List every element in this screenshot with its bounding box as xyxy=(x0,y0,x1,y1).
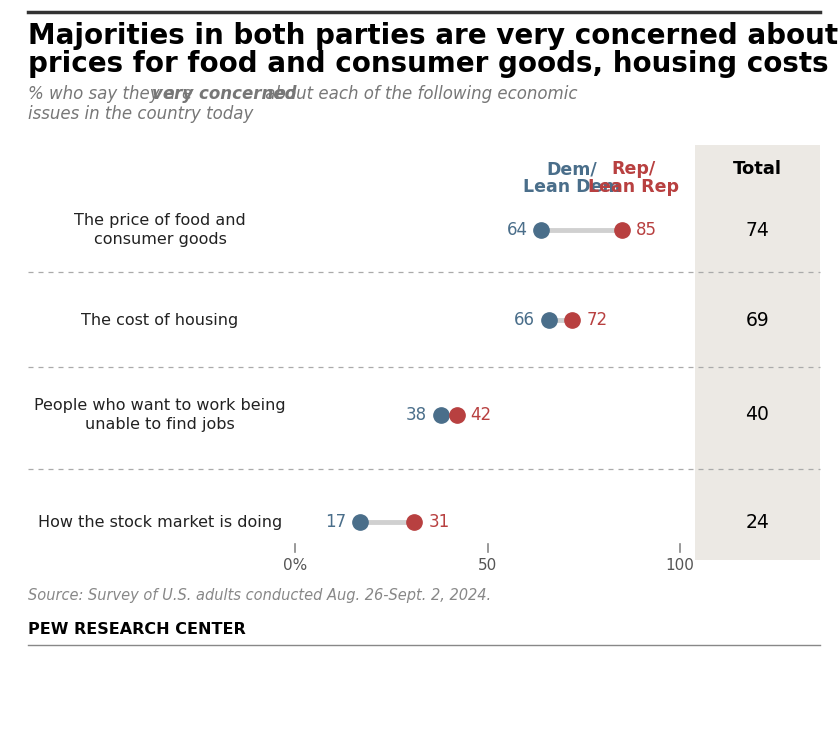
Text: 85: 85 xyxy=(636,221,657,239)
Text: 31: 31 xyxy=(428,513,449,531)
Text: Dem/: Dem/ xyxy=(547,160,597,178)
Text: 66: 66 xyxy=(514,311,535,329)
Text: 74: 74 xyxy=(746,221,769,240)
Text: Lean Rep: Lean Rep xyxy=(588,178,680,196)
Text: 24: 24 xyxy=(746,513,769,531)
Text: Total: Total xyxy=(733,160,782,178)
Text: 38: 38 xyxy=(407,406,428,424)
Text: Source: Survey of U.S. adults conducted Aug. 26-Sept. 2, 2024.: Source: Survey of U.S. adults conducted … xyxy=(28,588,491,603)
Text: 64: 64 xyxy=(507,221,528,239)
Text: Lean Dem: Lean Dem xyxy=(523,178,621,196)
Text: very concerned: very concerned xyxy=(152,85,297,103)
Text: People who want to work being
unable to find jobs: People who want to work being unable to … xyxy=(34,398,286,432)
Text: PEW RESEARCH CENTER: PEW RESEARCH CENTER xyxy=(28,622,246,637)
Text: 100: 100 xyxy=(665,558,695,573)
Text: issues in the country today: issues in the country today xyxy=(28,105,254,123)
Text: The price of food and
consumer goods: The price of food and consumer goods xyxy=(74,213,246,247)
Text: 0%: 0% xyxy=(283,558,307,573)
Text: 17: 17 xyxy=(325,513,346,531)
Text: How the stock market is doing: How the stock market is doing xyxy=(38,514,282,530)
Text: % who say they are: % who say they are xyxy=(28,85,197,103)
Text: The cost of housing: The cost of housing xyxy=(81,312,239,328)
Text: 69: 69 xyxy=(746,311,769,329)
Text: Rep/: Rep/ xyxy=(612,160,656,178)
Text: Majorities in both parties are very concerned about: Majorities in both parties are very conc… xyxy=(28,22,838,50)
Bar xyxy=(695,145,820,560)
Text: 50: 50 xyxy=(478,558,497,573)
Text: 72: 72 xyxy=(586,311,607,329)
Text: 40: 40 xyxy=(746,406,769,425)
Text: about each of the following economic: about each of the following economic xyxy=(260,85,578,103)
Text: 42: 42 xyxy=(470,406,492,424)
Text: prices for food and consumer goods, housing costs: prices for food and consumer goods, hous… xyxy=(28,50,828,78)
